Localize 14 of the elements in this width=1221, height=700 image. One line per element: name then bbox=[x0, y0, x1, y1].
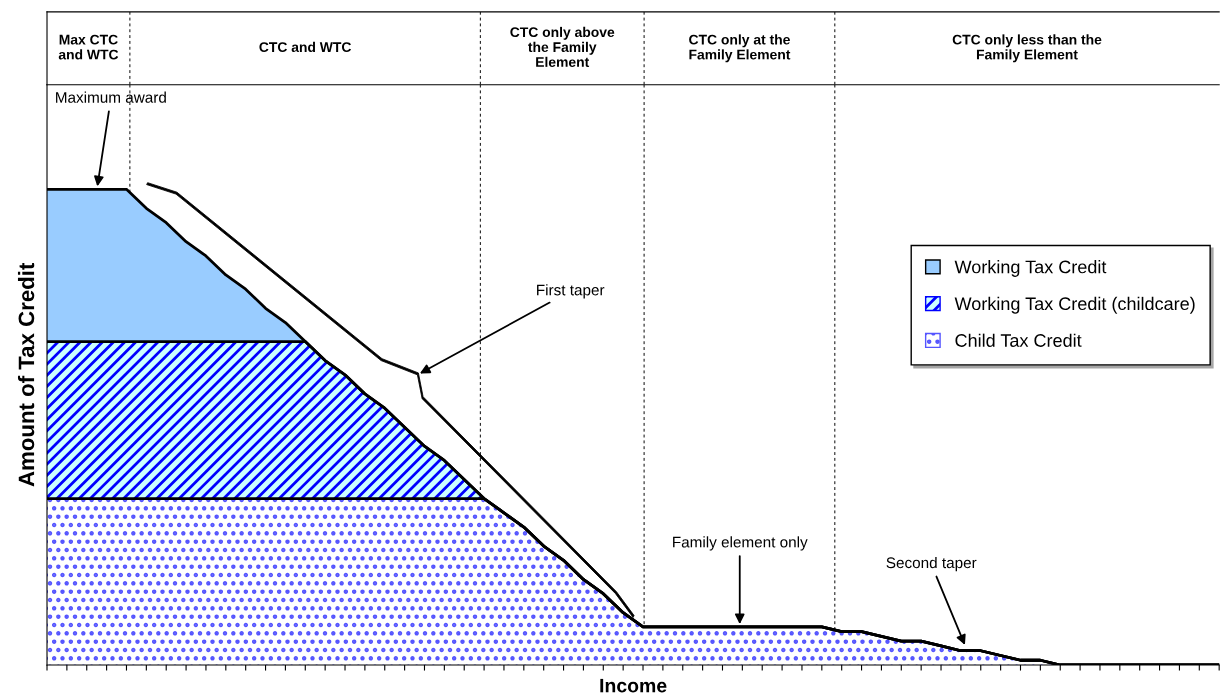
legend-label: Working Tax Credit (childcare) bbox=[954, 296, 1195, 314]
text: Maximum award bbox=[56, 91, 166, 103]
y-axis-title: Amount of Tax Credit bbox=[17, 262, 35, 487]
text: CTC only at the Family Element bbox=[689, 34, 791, 63]
annotation: Second taper bbox=[886, 556, 977, 572]
text: CTC and WTC bbox=[259, 41, 352, 53]
annotation: Family element only bbox=[673, 536, 808, 551]
text: Max CTC and WTC bbox=[58, 34, 119, 60]
annotation: First taper bbox=[537, 284, 605, 299]
legend-label: Child Tax Credit bbox=[955, 333, 1082, 347]
legend-label: Working Tax Credit bbox=[954, 260, 1107, 277]
text: CTC only above the Family Element bbox=[510, 26, 615, 67]
x-axis-title: Income bbox=[600, 678, 667, 693]
text: CTC only less than the Family Element bbox=[952, 34, 1102, 63]
